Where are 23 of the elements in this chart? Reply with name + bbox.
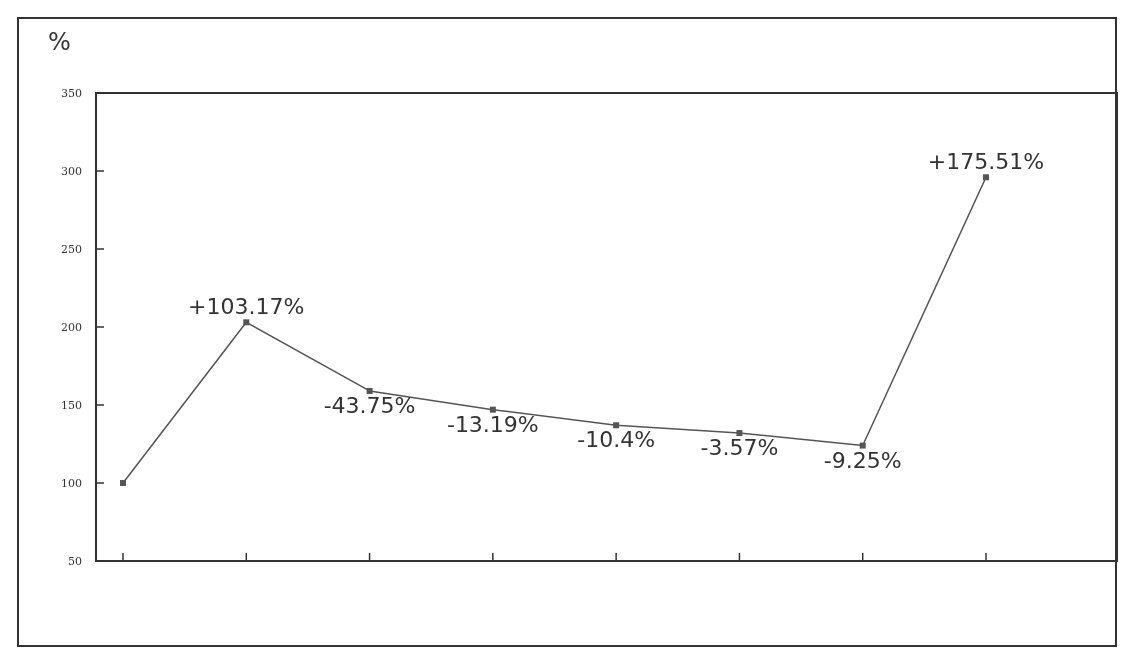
annotation: -43.75% <box>323 392 416 418</box>
point <box>120 480 126 486</box>
y-tick-label: 50 <box>68 555 82 568</box>
annotation: -13.19% <box>446 411 539 437</box>
point <box>859 442 866 449</box>
annotation: -9.25% <box>823 447 902 473</box>
point <box>736 430 743 437</box>
annotation: +103.17% <box>188 294 305 320</box>
y-tick-label: 100 <box>61 477 82 490</box>
y-tick-label: 200 <box>61 321 82 334</box>
y-tick-label: 350 <box>61 87 82 100</box>
annotation: -3.57% <box>700 435 779 461</box>
annotation: +175.51% <box>927 149 1045 175</box>
point <box>613 422 620 429</box>
y-tick-label: 150 <box>61 399 82 412</box>
point <box>489 406 496 413</box>
y-tick-label: 250 <box>61 243 82 256</box>
point <box>243 319 250 326</box>
y-tick-label: 300 <box>61 165 82 178</box>
point <box>983 174 989 181</box>
y-axis-title: % <box>48 28 71 56</box>
point <box>366 387 373 394</box>
annotation: -10.4% <box>577 427 656 453</box>
